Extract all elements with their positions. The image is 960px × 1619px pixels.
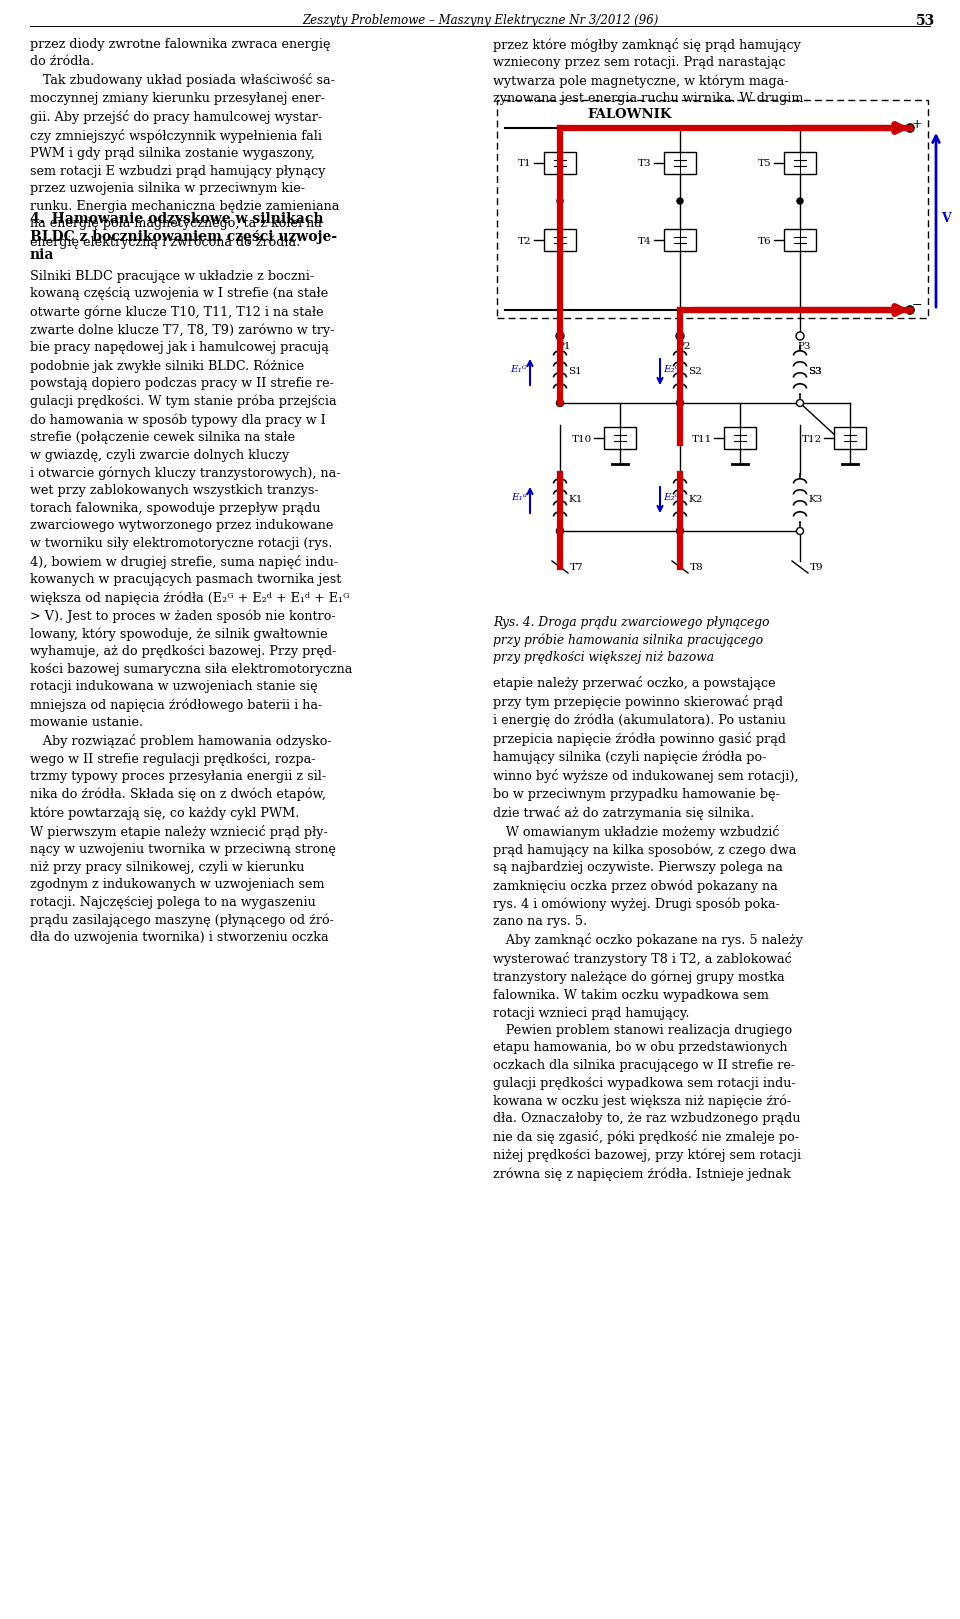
Text: Rys. 4. Droga prądu zwarciowego płynącego
przy próbie hamowania silnika pracując: Rys. 4. Droga prądu zwarciowego płynąceg…	[493, 615, 770, 664]
Text: przez diody zwrotne falownika zwraca energię
do źródła.
 Tak zbudowany układ pos: przez diody zwrotne falownika zwraca ene…	[30, 37, 340, 249]
Circle shape	[797, 198, 803, 204]
Bar	[784, 152, 816, 173]
Bar	[664, 228, 696, 251]
Text: T10: T10	[572, 434, 592, 444]
Text: S3: S3	[808, 368, 822, 377]
Text: Silniki BLDC pracujące w układzie z boczni-
kowaną częścią uzwojenia w I strefie: Silniki BLDC pracujące w układzie z bocz…	[30, 270, 352, 944]
Text: −: −	[912, 298, 923, 311]
Circle shape	[556, 332, 564, 340]
Text: E₂ᵈ: E₂ᵈ	[663, 492, 679, 502]
Circle shape	[906, 306, 914, 314]
Bar	[544, 228, 576, 251]
Circle shape	[557, 198, 563, 204]
Bar	[724, 427, 756, 448]
Circle shape	[676, 332, 684, 340]
Text: 4. Hamowanie odzyskowe w silnikach
BLDC z bocznikowaniem części uzwoje-
nia: 4. Hamowanie odzyskowe w silnikach BLDC …	[30, 212, 337, 262]
Text: E₂ᴳ: E₂ᴳ	[663, 364, 680, 374]
Text: E₁ᵈ: E₁ᵈ	[511, 492, 527, 502]
Text: T5: T5	[758, 160, 772, 168]
Text: K1: K1	[568, 495, 583, 505]
Text: P2: P2	[677, 342, 690, 351]
Text: Zeszyty Problemowe – Maszyny Elektryczne Nr 3/2012 (96): Zeszyty Problemowe – Maszyny Elektryczne…	[301, 15, 659, 28]
Text: K2: K2	[688, 495, 703, 505]
Text: 53: 53	[916, 15, 935, 28]
Circle shape	[677, 400, 684, 406]
Text: T9: T9	[810, 562, 824, 572]
Circle shape	[797, 528, 804, 534]
Text: FALOWNIK: FALOWNIK	[587, 108, 671, 121]
Text: T2: T2	[518, 236, 532, 246]
Bar	[834, 427, 866, 448]
Text: T11: T11	[692, 434, 712, 444]
Bar	[604, 427, 636, 448]
Text: S1: S1	[568, 368, 582, 377]
Text: T8: T8	[690, 562, 704, 572]
Text: etapie należy przerwać oczko, a powstające
przy tym przepięcie powinno skierować: etapie należy przerwać oczko, a powstają…	[493, 677, 803, 1180]
Circle shape	[557, 400, 564, 406]
Bar	[784, 228, 816, 251]
Text: T4: T4	[638, 236, 652, 246]
Text: T7: T7	[570, 562, 584, 572]
Bar	[497, 100, 928, 317]
Circle shape	[906, 125, 914, 133]
Circle shape	[796, 332, 804, 340]
Text: T1: T1	[518, 160, 532, 168]
Text: P1: P1	[557, 342, 570, 351]
Text: V: V	[941, 212, 950, 225]
Text: +: +	[912, 118, 923, 131]
Text: E₁ᴳ: E₁ᴳ	[510, 364, 527, 374]
Text: K3: K3	[808, 495, 823, 505]
Bar	[664, 152, 696, 173]
Text: S3: S3	[808, 368, 822, 377]
Text: T12: T12	[802, 434, 822, 444]
Bar	[544, 152, 576, 173]
Circle shape	[797, 400, 804, 406]
Text: P3: P3	[797, 342, 810, 351]
Text: T6: T6	[758, 236, 772, 246]
Circle shape	[677, 198, 683, 204]
Text: T3: T3	[638, 160, 652, 168]
Text: S2: S2	[688, 368, 702, 377]
Circle shape	[677, 528, 684, 534]
Circle shape	[557, 528, 564, 534]
Text: przez które mógłby zamknąć się prąd hamujący
wzniecony przez sem rotacji. Prąd n: przez które mógłby zamknąć się prąd hamu…	[493, 37, 804, 105]
